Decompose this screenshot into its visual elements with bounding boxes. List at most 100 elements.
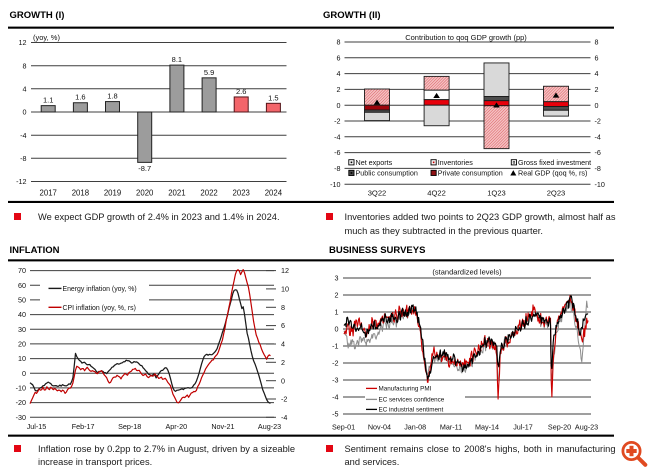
svg-text:EC industrial sentiment: EC industrial sentiment — [379, 407, 444, 414]
svg-text:4: 4 — [595, 69, 599, 78]
svg-text:12: 12 — [19, 38, 27, 47]
svg-text:(standardized levels): (standardized levels) — [432, 268, 502, 277]
svg-text:10: 10 — [18, 354, 26, 363]
svg-text:0: 0 — [337, 101, 341, 110]
svg-text:Real GDP (qoq %, rs): Real GDP (qoq %, rs) — [518, 169, 587, 178]
svg-text:Public consumption: Public consumption — [356, 169, 418, 178]
svg-text:6: 6 — [337, 53, 341, 62]
svg-text:-8: -8 — [595, 164, 601, 173]
svg-text:2: 2 — [595, 85, 599, 94]
svg-text:-4: -4 — [281, 413, 287, 422]
svg-text:6: 6 — [281, 321, 285, 330]
svg-text:-6: -6 — [334, 148, 340, 157]
svg-text:0: 0 — [595, 101, 599, 110]
svg-text:Energy inflation (yoy, %): Energy inflation (yoy, %) — [63, 286, 137, 293]
svg-text:2018: 2018 — [72, 189, 89, 198]
svg-text:10: 10 — [281, 285, 289, 294]
svg-text:60: 60 — [18, 281, 26, 290]
svg-text:-8.7: -8.7 — [138, 164, 151, 173]
svg-text:1.6: 1.6 — [75, 93, 85, 102]
svg-text:Mar-11: Mar-11 — [440, 422, 462, 431]
svg-text:Jan-08: Jan-08 — [404, 422, 426, 431]
svg-text:2: 2 — [337, 85, 341, 94]
svg-text:-8: -8 — [20, 154, 26, 163]
svg-text:-1: -1 — [332, 342, 338, 351]
svg-text:Net exports: Net exports — [356, 158, 393, 167]
svg-text:Sep-20: Sep-20 — [548, 422, 571, 431]
svg-text:8: 8 — [281, 303, 285, 312]
svg-text:Feb-17: Feb-17 — [72, 422, 95, 431]
svg-text:8: 8 — [337, 38, 341, 47]
svg-text:1.1: 1.1 — [43, 96, 53, 105]
svg-text:-30: -30 — [16, 413, 26, 422]
svg-text:2017: 2017 — [40, 189, 57, 198]
svg-text:6: 6 — [595, 53, 599, 62]
svg-text:Gross fixed investment: Gross fixed investment — [518, 158, 591, 167]
svg-text:Jul-17: Jul-17 — [513, 422, 533, 431]
svg-text:Sep-01: Sep-01 — [332, 422, 355, 431]
svg-text:2.6: 2.6 — [236, 87, 246, 96]
svg-text:Manufacturing PMI: Manufacturing PMI — [379, 386, 432, 393]
svg-text:Inventories: Inventories — [438, 158, 474, 167]
svg-text:-5: -5 — [332, 410, 338, 419]
svg-text:30: 30 — [18, 325, 26, 334]
svg-text:1: 1 — [335, 308, 339, 317]
svg-text:-4: -4 — [332, 393, 338, 402]
svg-text:-2: -2 — [281, 395, 287, 404]
svg-text:-4: -4 — [595, 132, 601, 141]
svg-text:(yoy, %): (yoy, %) — [33, 33, 60, 42]
svg-text:-3: -3 — [332, 376, 338, 385]
svg-text:4Q22: 4Q22 — [427, 188, 446, 197]
svg-text:2019: 2019 — [104, 189, 121, 198]
svg-text:8: 8 — [595, 38, 599, 47]
svg-text:Aug-23: Aug-23 — [258, 422, 281, 431]
svg-text:-2: -2 — [595, 117, 601, 126]
svg-text:Aug-23: Aug-23 — [575, 422, 598, 431]
svg-text:1.5: 1.5 — [268, 93, 278, 102]
svg-text:8: 8 — [23, 61, 27, 70]
svg-text:5.9: 5.9 — [204, 68, 214, 77]
svg-text:0: 0 — [22, 369, 26, 378]
svg-text:8.1: 8.1 — [172, 55, 182, 64]
svg-text:0: 0 — [23, 108, 27, 117]
svg-text:EC services confidence: EC services confidence — [379, 397, 445, 404]
svg-text:-8: -8 — [334, 164, 340, 173]
svg-text:3: 3 — [335, 274, 339, 283]
svg-text:70: 70 — [18, 266, 26, 275]
svg-text:-10: -10 — [16, 384, 26, 393]
svg-text:4: 4 — [337, 69, 341, 78]
svg-text:2023: 2023 — [233, 189, 250, 198]
svg-text:40: 40 — [18, 310, 26, 319]
svg-text:-12: -12 — [16, 177, 26, 186]
svg-text:1.8: 1.8 — [107, 92, 117, 101]
svg-text:May-14: May-14 — [475, 422, 499, 431]
svg-text:2024: 2024 — [265, 189, 283, 198]
svg-text:2021: 2021 — [168, 189, 185, 198]
svg-text:-2: -2 — [332, 359, 338, 368]
svg-text:2020: 2020 — [136, 189, 154, 198]
svg-text:2Q23: 2Q23 — [547, 188, 566, 197]
svg-text:CPI inflation (yoy, %, rs): CPI inflation (yoy, %, rs) — [63, 305, 136, 312]
svg-text:-2: -2 — [334, 117, 340, 126]
svg-text:-6: -6 — [595, 148, 601, 157]
svg-text:-20: -20 — [16, 398, 26, 407]
svg-text:12: 12 — [281, 266, 289, 275]
svg-text:2: 2 — [281, 358, 285, 367]
svg-text:Private consumption: Private consumption — [438, 169, 503, 178]
svg-text:Sep-18: Sep-18 — [118, 422, 141, 431]
svg-text:1Q23: 1Q23 — [487, 188, 506, 197]
svg-text:4: 4 — [281, 340, 285, 349]
svg-text:0: 0 — [335, 325, 339, 334]
svg-text:0: 0 — [281, 376, 285, 385]
svg-text:2: 2 — [335, 291, 339, 300]
svg-text:Nov-04: Nov-04 — [368, 422, 391, 431]
svg-text:4: 4 — [23, 84, 27, 93]
svg-text:2022: 2022 — [200, 189, 217, 198]
svg-text:50: 50 — [18, 296, 26, 305]
svg-text:-10: -10 — [595, 180, 605, 189]
svg-text:-4: -4 — [20, 131, 26, 140]
svg-text:Contribution to qoq GDP growth: Contribution to qoq GDP growth (pp) — [405, 33, 527, 42]
svg-text:Nov-21: Nov-21 — [211, 422, 234, 431]
svg-text:Apr-20: Apr-20 — [166, 422, 188, 431]
svg-text:-4: -4 — [334, 132, 340, 141]
